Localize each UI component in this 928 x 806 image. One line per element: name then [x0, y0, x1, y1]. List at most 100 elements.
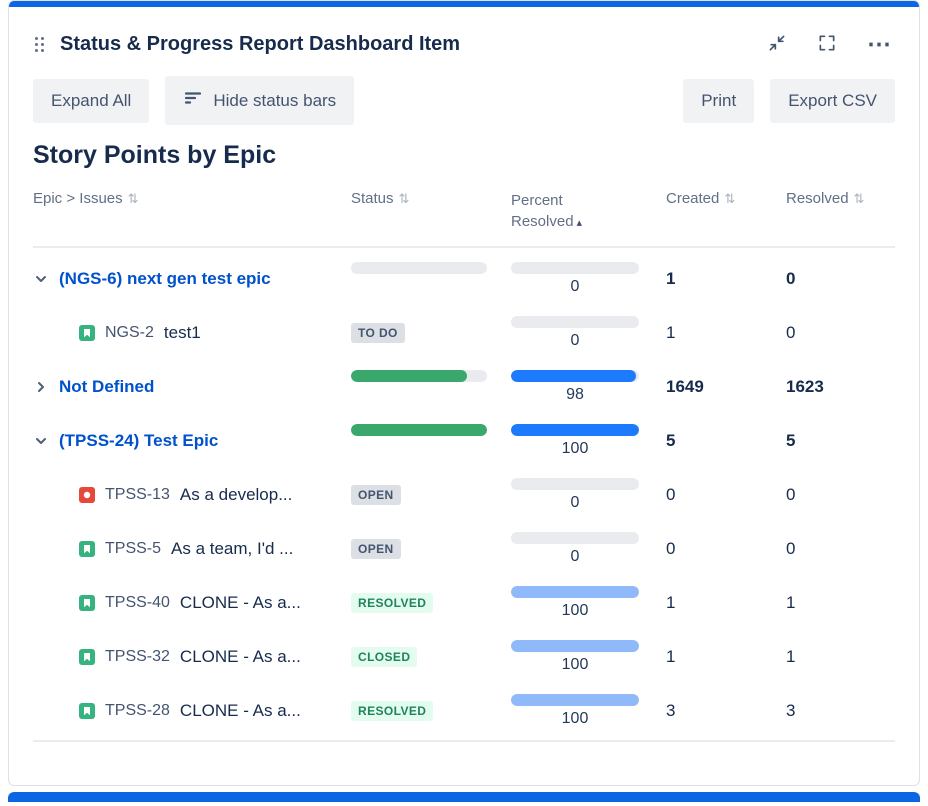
epic-row[interactable]: Not Defined 98 1649 1623 [33, 360, 895, 414]
percent-bar [511, 424, 639, 436]
column-header-epic-issues[interactable]: Epic > Issues ⇅ [33, 190, 139, 207]
issue-row[interactable]: TPSS-13 As a develop... OPEN 0 0 0 [33, 468, 895, 522]
expand-all-button[interactable]: Expand All [33, 78, 150, 123]
chevron-right-icon[interactable] [33, 379, 49, 395]
resolved-value: 0 [786, 269, 796, 288]
issue-key: TPSS-28 [105, 702, 170, 719]
percent-resolved-cell: 0 [511, 526, 666, 572]
status-badge: TO DO [351, 323, 405, 343]
resolved-value: 3 [786, 701, 796, 720]
created-value: 1 [666, 647, 676, 666]
resolved-value: 0 [786, 539, 796, 558]
hide-status-bars-button[interactable]: Hide status bars [165, 76, 355, 125]
status-badge-cell: OPEN [351, 485, 511, 505]
column-header-resolved[interactable]: Resolved ⇅ [786, 190, 865, 207]
epic-link[interactable]: Not Defined [59, 377, 155, 396]
issue-key: NGS-2 [105, 324, 154, 341]
drag-handle-icon[interactable] [33, 35, 46, 54]
percent-resolved-cell: 100 [511, 688, 666, 734]
issue-name-cell: TPSS-13 As a develop... [33, 485, 351, 505]
story-icon [79, 703, 95, 719]
resolved-value: 0 [786, 485, 796, 504]
status-badge-cell: RESOLVED [351, 701, 511, 721]
sort-asc-icon: ▴ [576, 217, 583, 229]
percent-value: 100 [561, 710, 589, 727]
status-bar-cell [351, 414, 511, 436]
percent-value: 0 [570, 548, 580, 565]
percent-value: 98 [566, 386, 584, 403]
column-header-status[interactable]: Status ⇅ [351, 190, 410, 207]
issue-row[interactable]: TPSS-5 As a team, I'd ... OPEN 0 0 0 [33, 522, 895, 576]
percent-resolved-cell: 0 [511, 310, 666, 356]
issue-name-cell: TPSS-32 CLONE - As a... [33, 647, 351, 667]
percent-bar [511, 370, 639, 382]
issue-key: TPSS-13 [105, 486, 170, 503]
more-options-button[interactable]: ⋯ [863, 32, 895, 56]
filter-lines-icon [183, 88, 203, 113]
status-badge: OPEN [351, 485, 401, 505]
collapse-icon [767, 33, 787, 56]
resolved-value: 1 [786, 647, 796, 666]
gadget-title: Status & Progress Report Dashboard Item [60, 33, 461, 55]
issue-row[interactable]: NGS-2 test1 TO DO 0 1 0 [33, 306, 895, 360]
status-progress-bar [351, 424, 487, 436]
sort-icon: ⇅ [724, 191, 736, 206]
section-title: Story Points by Epic [33, 141, 277, 169]
created-value: 0 [666, 485, 676, 504]
issue-name-cell: TPSS-5 As a team, I'd ... [33, 539, 351, 559]
status-badge-cell: OPEN [351, 539, 511, 559]
print-button[interactable]: Print [683, 78, 755, 123]
resolved-value: 1 [786, 593, 796, 612]
gadget-accent-bar [9, 1, 919, 7]
epic-link[interactable]: (TPSS-24) Test Epic [59, 431, 219, 450]
resolved-value: 1623 [786, 377, 824, 396]
column-header-created[interactable]: Created ⇅ [666, 190, 736, 207]
issue-name-cell: TPSS-40 CLONE - As a... [33, 593, 351, 613]
issue-row[interactable]: TPSS-28 CLONE - As a... RESOLVED 100 3 3 [33, 684, 895, 738]
percent-bar [511, 694, 639, 706]
created-value: 1649 [666, 377, 704, 396]
issue-row[interactable]: TPSS-32 CLONE - As a... CLOSED 100 1 1 [33, 630, 895, 684]
percent-resolved-cell: 100 [511, 580, 666, 626]
epic-row[interactable]: (TPSS-24) Test Epic 100 5 5 [33, 414, 895, 468]
collapse-button[interactable] [763, 29, 791, 60]
hide-status-bars-label: Hide status bars [213, 90, 337, 110]
next-gadget-accent-bar [8, 792, 920, 802]
created-value: 1 [666, 323, 676, 342]
created-value: 5 [666, 431, 676, 450]
issue-summary: test1 [163, 323, 201, 342]
dashboard-gadget: Status & Progress Report Dashboard Item … [8, 0, 920, 786]
table-body: (NGS-6) next gen test epic 0 1 0 [33, 248, 895, 742]
chevron-down-icon[interactable] [33, 271, 49, 287]
percent-bar [511, 586, 639, 598]
percent-value: 100 [561, 602, 589, 619]
percent-resolved-cell: 98 [511, 364, 666, 410]
issue-key: TPSS-5 [105, 540, 162, 557]
status-badge-cell: CLOSED [351, 647, 511, 667]
percent-bar [511, 478, 639, 490]
percent-bar [511, 532, 639, 544]
epic-name-cell: (TPSS-24) Test Epic [33, 431, 351, 451]
column-header-percent-resolved[interactable]: Percent Resolved ▴ [511, 192, 583, 230]
chevron-down-icon[interactable] [33, 433, 49, 449]
fullscreen-button[interactable] [813, 29, 841, 60]
percent-bar [511, 316, 639, 328]
created-value: 1 [666, 269, 676, 288]
issue-name-cell: NGS-2 test1 [33, 323, 351, 343]
gadget-toolbar: Expand All Hide status bars Print Export… [33, 76, 895, 125]
issue-row[interactable]: TPSS-40 CLONE - As a... RESOLVED 100 1 1 [33, 576, 895, 630]
epic-link[interactable]: (NGS-6) next gen test epic [59, 269, 271, 288]
epic-name-cell: Not Defined [33, 377, 351, 397]
resolved-value: 0 [786, 323, 796, 342]
issue-key: TPSS-40 [105, 594, 170, 611]
export-csv-button[interactable]: Export CSV [770, 78, 895, 123]
issue-summary: CLONE - As a... [179, 701, 301, 720]
percent-bar [511, 262, 639, 274]
status-badge: CLOSED [351, 647, 418, 667]
percent-bar [511, 640, 639, 652]
epic-row[interactable]: (NGS-6) next gen test epic 0 1 0 [33, 252, 895, 306]
story-icon [79, 595, 95, 611]
bug-icon [79, 487, 95, 503]
percent-value: 100 [561, 656, 589, 673]
